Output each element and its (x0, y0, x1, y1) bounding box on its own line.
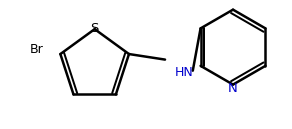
Text: Br: Br (30, 43, 44, 56)
Text: HN: HN (175, 66, 194, 79)
Text: S: S (91, 22, 99, 35)
Text: N: N (228, 82, 238, 95)
